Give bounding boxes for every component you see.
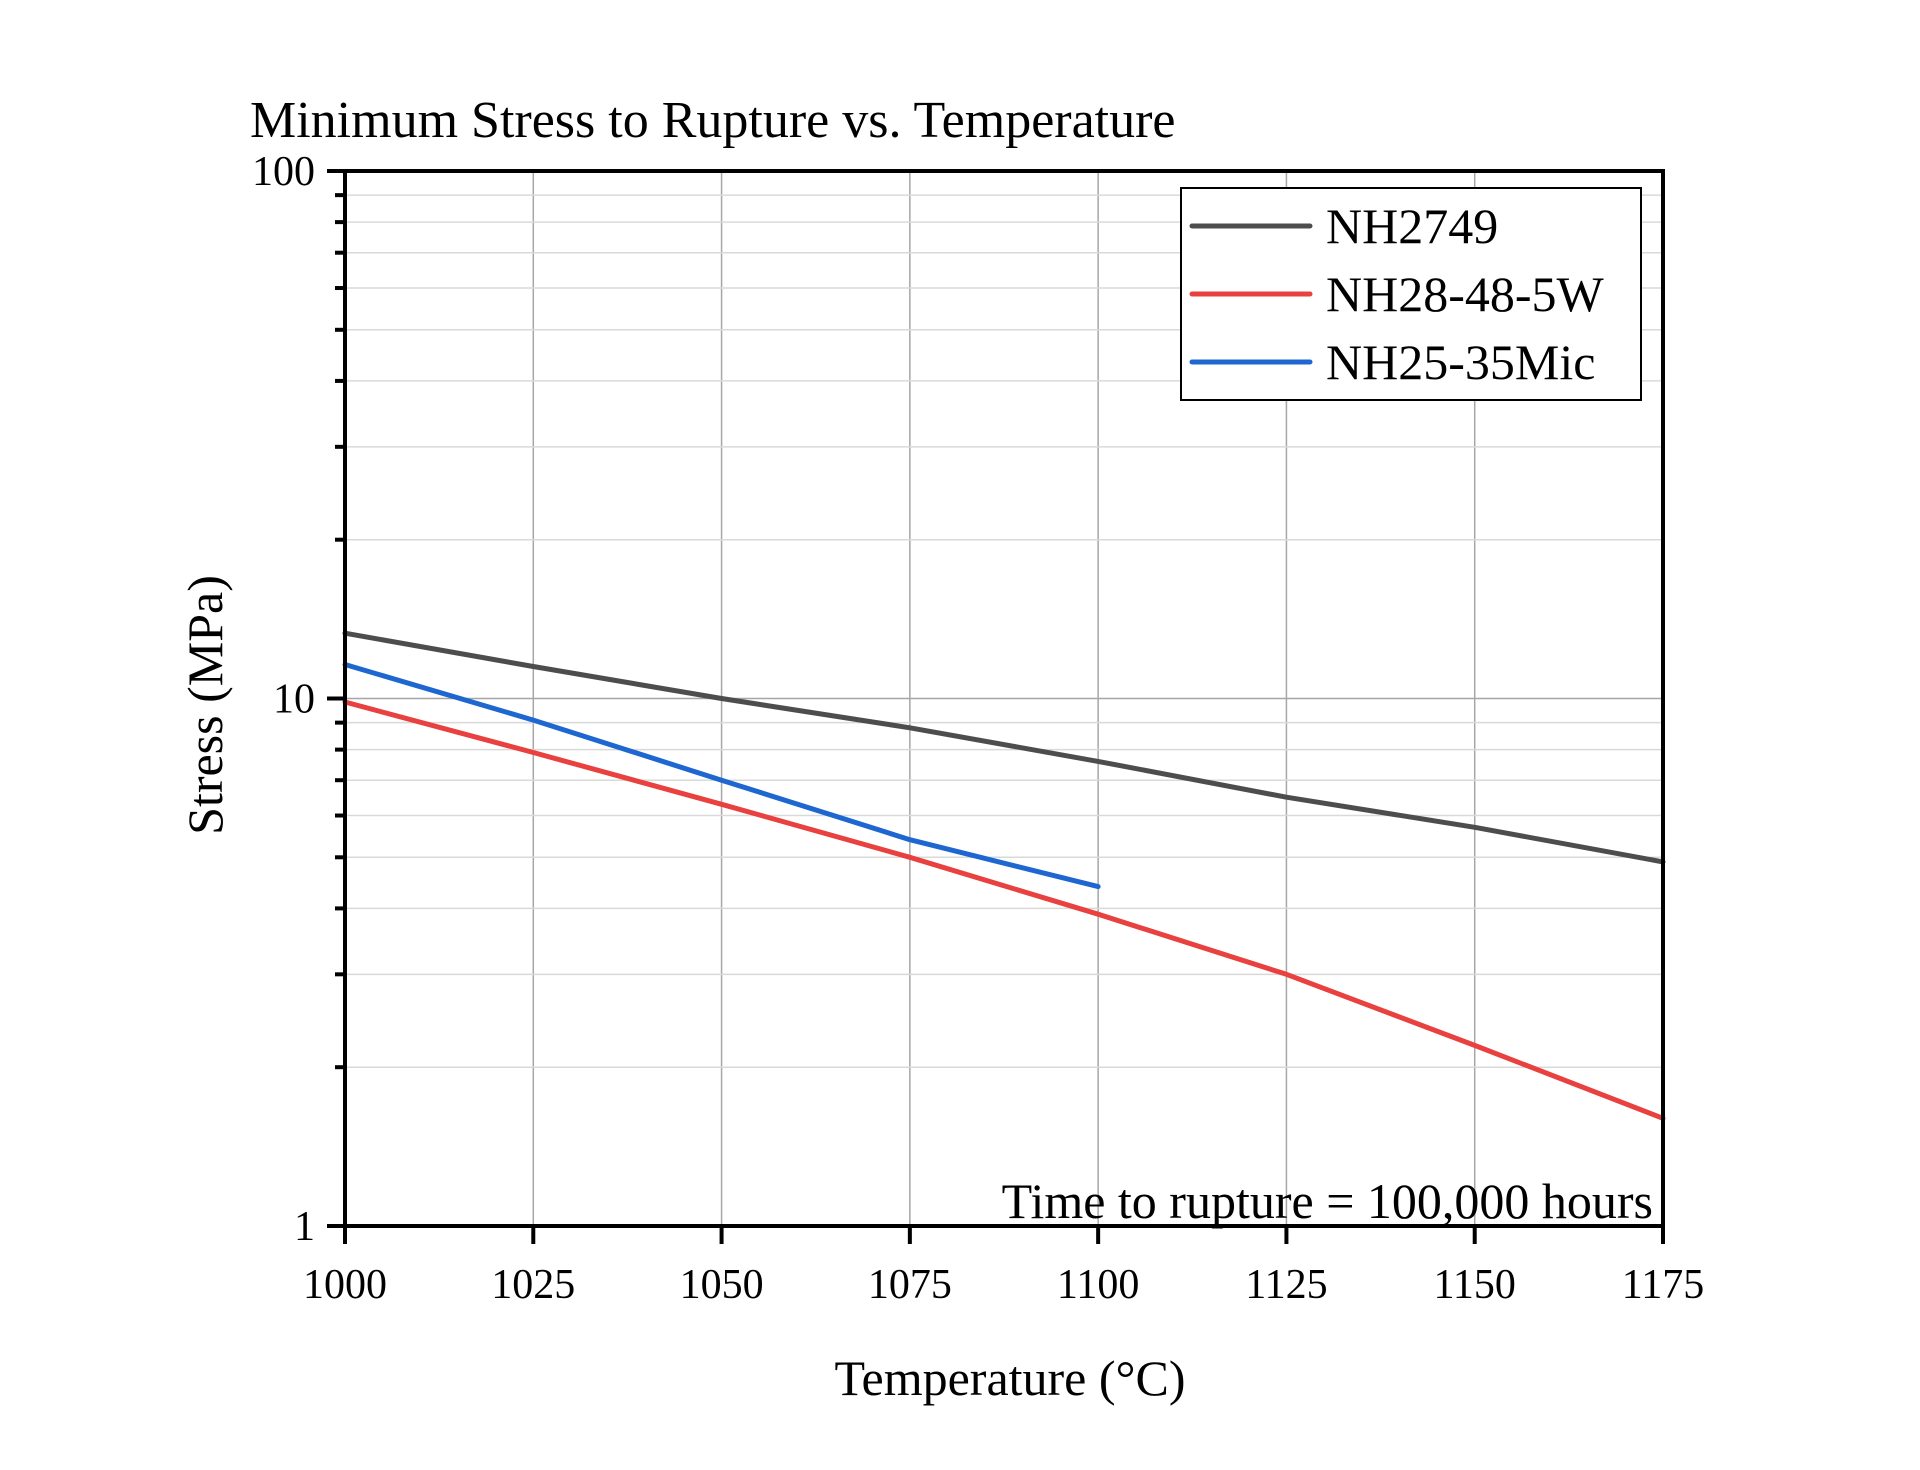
x-tick-label: 1000 (303, 1262, 387, 1308)
y-axis-label: Stress (MPa) (177, 575, 233, 835)
chart-title: Minimum Stress to Rupture vs. Temperatur… (250, 92, 1176, 149)
x-tick-label: 1125 (1245, 1262, 1327, 1308)
legend-label: NH2749 (1326, 198, 1498, 254)
x-tick-label: 1150 (1433, 1262, 1515, 1308)
legend-label: NH25-35Mic (1326, 334, 1595, 390)
x-tick-label: 1100 (1057, 1262, 1139, 1308)
legend: NH2749 NH28-48-5W NH25-35Mic (1180, 187, 1642, 401)
series-group (342, 630, 1666, 1121)
x-tick-label: 1175 (1622, 1262, 1704, 1308)
x-tick-label: 1050 (680, 1262, 764, 1308)
x-axis-label: Temperature (°C) (834, 1350, 1185, 1406)
x-tick-label: 1025 (491, 1262, 575, 1308)
annotation-time-to-rupture: Time to rupture = 100,000 hours (1002, 1173, 1653, 1229)
y-tick-label: 100 (252, 149, 315, 195)
axis-ticks (327, 169, 1665, 1244)
legend-label: NH28-48-5W (1326, 266, 1605, 322)
tick-labels: 1000 1025 1050 1075 1100 1125 1150 1175 1 10 100 (252, 149, 1704, 1308)
x-tick-label: 1075 (868, 1262, 952, 1308)
y-tick-label: 10 (273, 677, 315, 723)
y-tick-label: 1 (294, 1204, 315, 1250)
series-line-nh2749 (342, 630, 1666, 865)
series-line-nh28-48-5w (342, 699, 1666, 1121)
series-line-nh25-35mic (342, 662, 1101, 890)
